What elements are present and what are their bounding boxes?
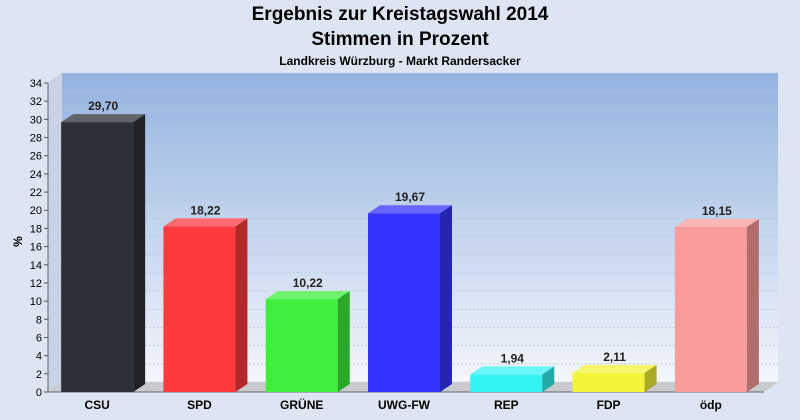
bar-top-ödp [674, 219, 759, 228]
x-tick-label-CSU: CSU [84, 398, 109, 412]
y-tick-label: 30 [30, 114, 42, 126]
bar-UWG-FW [368, 213, 440, 392]
bar-SPD [163, 226, 236, 392]
bar-GRÜNE [265, 299, 338, 392]
x-tick-label-ödp: ödp [700, 398, 722, 412]
bar-side-FDP [644, 364, 657, 392]
bar-side-ödp [746, 219, 759, 392]
chart-title: Ergebnis zur Kreistagswahl 2014 [251, 4, 549, 25]
y-tick-label: 10 [30, 296, 42, 308]
x-tick-label-UWG-FW: UWG-FW [378, 398, 431, 412]
bar-top-GRÜNE [265, 291, 350, 300]
chart-subtitle: Stimmen in Prozent [311, 29, 489, 50]
bar-side-REP [542, 366, 555, 392]
y-tick-label: 24 [30, 169, 42, 181]
y-tick-label: 18 [30, 223, 42, 235]
y-tick-label: 2 [36, 369, 42, 381]
y-tick-label: 12 [30, 278, 42, 290]
bar-top-REP [470, 366, 555, 375]
y-tick-label: 0 [36, 387, 42, 399]
data-label-CSU: 29,70 [88, 99, 118, 113]
y-tick-label: 4 [36, 351, 42, 363]
data-label-UWG-FW: 19,67 [395, 190, 425, 204]
y-tick-label: 6 [36, 332, 42, 344]
gridline [47, 90, 778, 102]
data-label-FDP: 2,11 [603, 350, 626, 364]
data-label-SPD: 18,22 [190, 203, 220, 217]
bar-ödp [674, 227, 747, 392]
chart-caption: Landkreis Würzburg - Markt Randersacker [279, 54, 521, 68]
data-label-ödp: 18,15 [702, 204, 732, 218]
y-axis-label: % [11, 236, 25, 247]
bar-side-CSU [133, 114, 146, 393]
bar-side-SPD [235, 218, 248, 392]
bar-top-FDP [572, 364, 657, 373]
y-tick-label: 16 [30, 242, 42, 254]
y-tick-label: 20 [30, 205, 42, 217]
data-label-GRÜNE: 10,22 [293, 276, 323, 290]
bar-top-UWG-FW [368, 205, 452, 214]
y-tick-label: 26 [30, 151, 42, 163]
x-tick-label-SPD: SPD [187, 398, 212, 412]
y-tick-label: 14 [30, 260, 42, 272]
bar-FDP [572, 372, 645, 392]
data-label-REP: 1,94 [501, 351, 525, 365]
y-tick-label: 34 [30, 78, 42, 90]
gridline [47, 108, 778, 120]
x-tick-label-GRÜNE: GRÜNE [280, 397, 323, 412]
bar-CSU [61, 122, 134, 393]
plot-side-wall [48, 73, 62, 392]
bar-side-UWG-FW [440, 205, 452, 392]
y-tick-label: 28 [30, 133, 42, 145]
bar-REP [470, 374, 543, 392]
y-tick-label: 22 [30, 187, 42, 199]
y-tick-label: 32 [30, 96, 42, 108]
x-tick-label-REP: REP [494, 398, 519, 412]
y-tick-label: 8 [36, 314, 42, 326]
bar-side-GRÜNE [337, 291, 350, 392]
bar-top-SPD [163, 218, 248, 227]
gridline [47, 72, 778, 84]
x-tick-label-FDP: FDP [597, 398, 621, 412]
bar-top-CSU [61, 114, 146, 123]
